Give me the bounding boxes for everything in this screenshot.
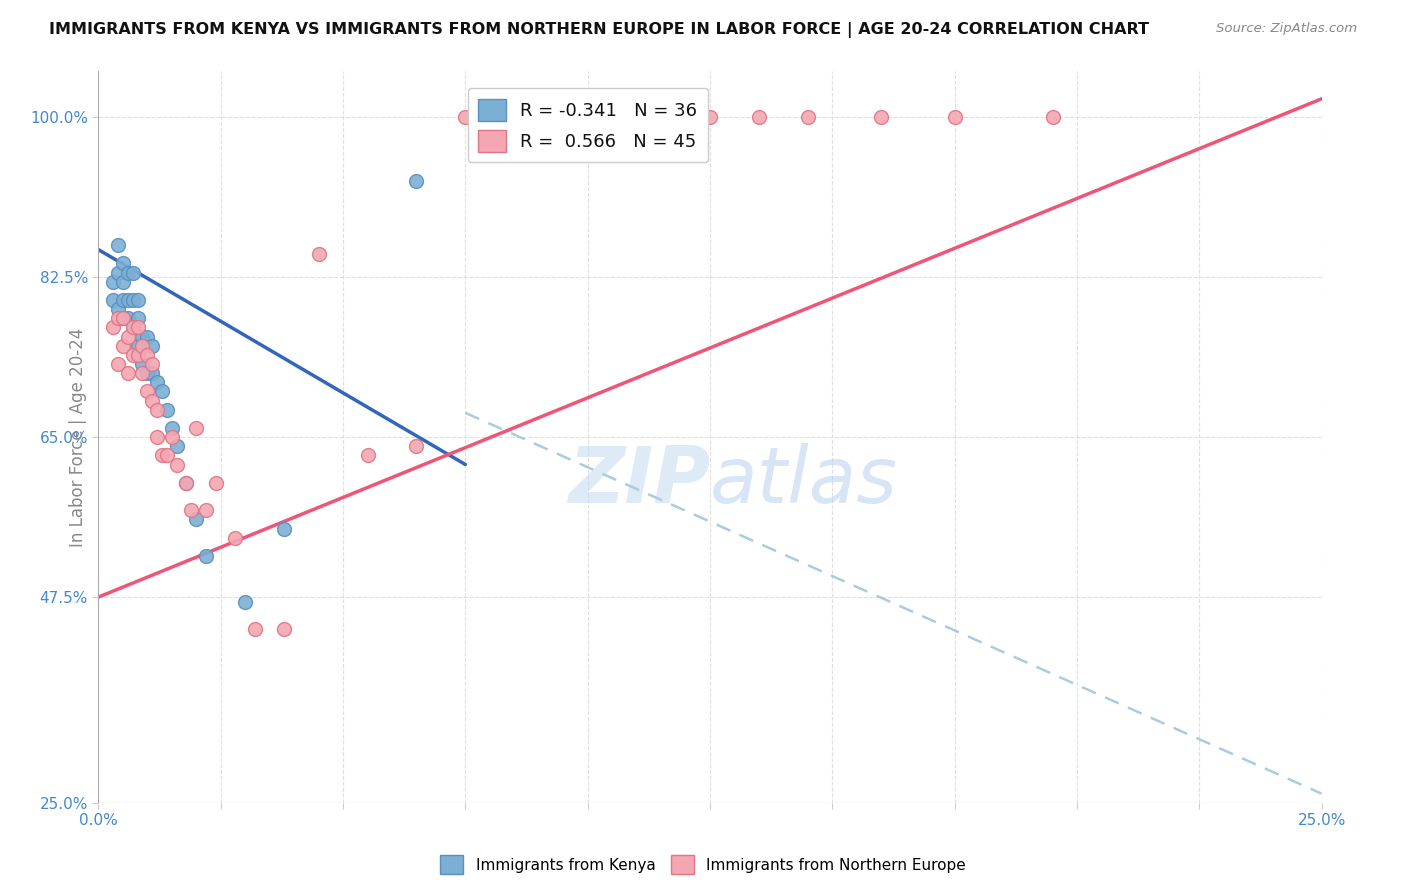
Point <box>141 366 163 380</box>
Point <box>166 439 188 453</box>
Point <box>131 329 153 343</box>
Point <box>121 348 143 362</box>
Text: Source: ZipAtlas.com: Source: ZipAtlas.com <box>1216 22 1357 36</box>
Point <box>797 110 820 124</box>
Point <box>454 110 477 124</box>
Point <box>870 110 893 124</box>
Point <box>127 311 149 326</box>
Point <box>160 430 183 444</box>
Point <box>117 293 139 307</box>
Point <box>146 430 169 444</box>
Point <box>176 475 198 490</box>
Legend: Immigrants from Kenya, Immigrants from Northern Europe: Immigrants from Kenya, Immigrants from N… <box>434 849 972 880</box>
Point <box>146 376 169 390</box>
Point <box>405 174 427 188</box>
Point <box>156 448 179 462</box>
Point <box>101 293 124 307</box>
Point <box>150 384 173 399</box>
Point <box>308 247 330 261</box>
Point <box>111 311 134 326</box>
Point <box>127 293 149 307</box>
Point <box>176 475 198 490</box>
Point <box>243 622 266 636</box>
Point <box>117 329 139 343</box>
Y-axis label: In Labor Force | Age 20-24: In Labor Force | Age 20-24 <box>69 327 87 547</box>
Point <box>186 421 208 435</box>
Point <box>141 393 163 408</box>
Point <box>107 357 129 371</box>
Point <box>131 339 153 353</box>
Point <box>503 110 526 124</box>
Point <box>111 275 134 289</box>
Point <box>233 595 256 609</box>
Point <box>156 402 179 417</box>
Point <box>127 320 149 334</box>
Point <box>136 348 159 362</box>
Point <box>166 458 188 472</box>
Text: IMMIGRANTS FROM KENYA VS IMMIGRANTS FROM NORTHERN EUROPE IN LABOR FORCE | AGE 20: IMMIGRANTS FROM KENYA VS IMMIGRANTS FROM… <box>49 22 1149 38</box>
Point <box>1042 110 1064 124</box>
Legend: R = -0.341   N = 36, R =  0.566   N = 45: R = -0.341 N = 36, R = 0.566 N = 45 <box>468 87 707 162</box>
Point <box>127 348 149 362</box>
Point <box>111 256 134 270</box>
Point <box>136 366 159 380</box>
Point <box>553 110 575 124</box>
Point <box>141 339 163 353</box>
Point <box>117 366 139 380</box>
Point <box>131 357 153 371</box>
Point <box>748 110 770 124</box>
Point <box>131 366 153 380</box>
Point <box>121 320 143 334</box>
Point <box>195 503 218 517</box>
Point <box>405 439 427 453</box>
Point <box>111 339 134 353</box>
Point <box>224 531 246 545</box>
Point <box>121 293 143 307</box>
Point <box>699 110 721 124</box>
Point <box>107 301 129 317</box>
Point <box>111 311 134 326</box>
Point <box>121 320 143 334</box>
Point <box>101 320 124 334</box>
Point <box>650 110 672 124</box>
Point <box>273 521 295 535</box>
Point <box>205 475 228 490</box>
Point <box>136 384 159 399</box>
Point <box>141 357 163 371</box>
Point <box>186 512 208 526</box>
Point <box>111 293 134 307</box>
Point <box>273 622 295 636</box>
Point <box>117 266 139 280</box>
Point <box>675 137 697 152</box>
Point <box>107 266 129 280</box>
Text: ZIP: ZIP <box>568 443 710 519</box>
Point <box>356 448 378 462</box>
Point <box>107 238 129 252</box>
Point <box>101 275 124 289</box>
Point <box>943 110 966 124</box>
Point <box>107 311 129 326</box>
Point <box>160 421 183 435</box>
Text: atlas: atlas <box>710 443 898 519</box>
Point <box>127 339 149 353</box>
Point <box>146 402 169 417</box>
Point <box>600 110 623 124</box>
Point <box>136 329 159 343</box>
Point <box>180 503 202 517</box>
Point <box>195 549 218 563</box>
Point <box>117 311 139 326</box>
Point <box>150 448 173 462</box>
Point <box>121 266 143 280</box>
